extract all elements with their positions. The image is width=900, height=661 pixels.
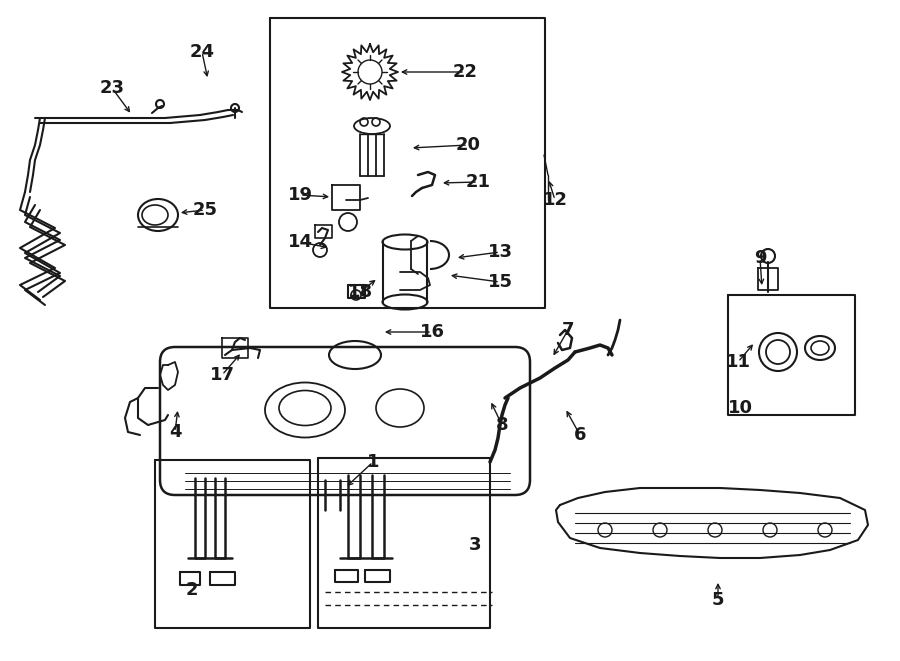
Text: 5: 5 [712,591,724,609]
Text: 25: 25 [193,201,218,219]
Text: 1: 1 [367,453,379,471]
Text: 15: 15 [488,273,512,291]
Text: 11: 11 [725,353,751,371]
Text: 24: 24 [190,43,214,61]
Text: 18: 18 [347,283,373,301]
Text: 16: 16 [419,323,445,341]
Text: 22: 22 [453,63,478,81]
Text: 12: 12 [543,191,568,209]
Text: 4: 4 [169,423,181,441]
Text: 17: 17 [210,366,235,384]
Text: 7: 7 [562,321,574,339]
Text: 2: 2 [185,581,198,599]
Text: 14: 14 [287,233,312,251]
Text: 9: 9 [754,249,766,267]
Text: 19: 19 [287,186,312,204]
Text: 10: 10 [727,399,752,417]
Text: 20: 20 [455,136,481,154]
Text: 3: 3 [469,536,482,554]
Text: 13: 13 [488,243,512,261]
Text: 23: 23 [100,79,124,97]
Text: 21: 21 [465,173,491,191]
Text: 8: 8 [496,416,508,434]
Text: 6: 6 [574,426,586,444]
